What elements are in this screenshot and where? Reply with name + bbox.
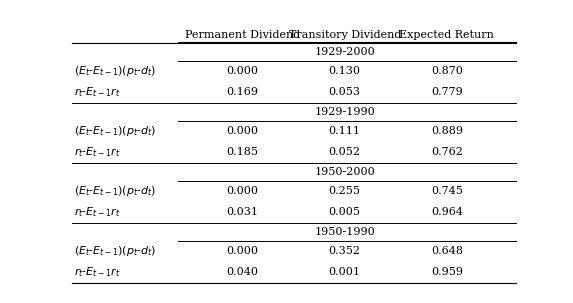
- Text: 0.745: 0.745: [431, 186, 463, 196]
- Text: $r_t$-$E_{t-1}r_t$: $r_t$-$E_{t-1}r_t$: [74, 85, 120, 99]
- Text: 0.352: 0.352: [329, 246, 361, 256]
- Text: 0.000: 0.000: [226, 186, 258, 196]
- Text: Transitory Dividend: Transitory Dividend: [289, 30, 401, 40]
- Text: 0.000: 0.000: [226, 126, 258, 136]
- Text: $(E_t$-$E_{t-1})(p_t$-$d_t)$: $(E_t$-$E_{t-1})(p_t$-$d_t)$: [74, 64, 156, 78]
- Text: 1929-1990: 1929-1990: [315, 107, 375, 117]
- Text: $r_t$-$E_{t-1}r_t$: $r_t$-$E_{t-1}r_t$: [74, 145, 120, 159]
- Text: 1929-2000: 1929-2000: [315, 47, 375, 57]
- Text: 0.870: 0.870: [431, 66, 463, 76]
- Text: $r_t$-$E_{t-1}r_t$: $r_t$-$E_{t-1}r_t$: [74, 205, 120, 219]
- Text: 1950-2000: 1950-2000: [315, 167, 375, 177]
- Text: 1950-1990: 1950-1990: [315, 227, 375, 237]
- Text: 0.111: 0.111: [329, 126, 361, 136]
- Text: 0.169: 0.169: [226, 87, 258, 97]
- Text: 0.000: 0.000: [226, 66, 258, 76]
- Text: 0.000: 0.000: [226, 246, 258, 256]
- Text: $(E_t$-$E_{t-1})(p_t$-$d_t)$: $(E_t$-$E_{t-1})(p_t$-$d_t)$: [74, 244, 156, 258]
- Text: 0.255: 0.255: [329, 186, 361, 196]
- Text: 0.053: 0.053: [329, 87, 361, 97]
- Text: 0.130: 0.130: [329, 66, 361, 76]
- Text: 0.762: 0.762: [431, 147, 463, 157]
- Text: 0.779: 0.779: [431, 87, 463, 97]
- Text: 0.889: 0.889: [431, 126, 463, 136]
- Text: 0.052: 0.052: [329, 147, 361, 157]
- Text: 0.964: 0.964: [431, 207, 463, 217]
- Text: 0.001: 0.001: [329, 267, 361, 277]
- Text: 0.005: 0.005: [329, 207, 361, 217]
- Text: $(E_t$-$E_{t-1})(p_t$-$d_t)$: $(E_t$-$E_{t-1})(p_t$-$d_t)$: [74, 124, 156, 138]
- Text: 0.959: 0.959: [431, 267, 463, 277]
- Text: Expected Return: Expected Return: [399, 30, 494, 40]
- Text: 0.648: 0.648: [431, 246, 463, 256]
- Text: 0.031: 0.031: [226, 207, 258, 217]
- Text: Permanent Dividend: Permanent Dividend: [185, 30, 300, 40]
- Text: 0.185: 0.185: [226, 147, 258, 157]
- Text: $(E_t$-$E_{t-1})(p_t$-$d_t)$: $(E_t$-$E_{t-1})(p_t$-$d_t)$: [74, 184, 156, 198]
- Text: $r_t$-$E_{t-1}r_t$: $r_t$-$E_{t-1}r_t$: [74, 265, 120, 279]
- Text: 0.040: 0.040: [226, 267, 258, 277]
